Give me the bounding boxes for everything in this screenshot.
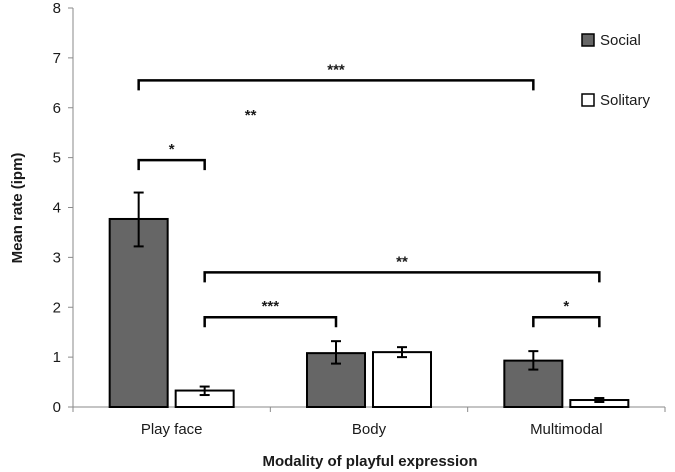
x-tick-label: Play face: [141, 421, 203, 438]
bar-solitary: [372, 351, 432, 409]
x-tick-label: Multimodal: [530, 421, 603, 438]
legend-label-solitary: Solitary: [600, 92, 651, 109]
significance-label: **: [396, 253, 408, 270]
legend-swatch-social: [581, 33, 595, 47]
significance-label: ***: [262, 298, 280, 315]
significance-bracket: [137, 158, 206, 171]
significance-brackets: *********** *: [137, 61, 601, 328]
y-tick-label: 0: [53, 399, 61, 416]
y-tick-label: 3: [53, 249, 61, 266]
y-tick-label: 4: [53, 200, 61, 217]
significance-label: ***: [327, 61, 345, 78]
y-tick-label: 6: [53, 100, 61, 117]
significance-label: **: [245, 107, 257, 124]
bar-social: [108, 217, 169, 408]
legend-swatch-solitary: [581, 93, 595, 107]
legend-label-social: Social: [600, 32, 641, 49]
x-axis-label: Modality of playful expression: [262, 453, 477, 470]
significance-label: *: [169, 141, 175, 158]
y-axis-title: Mean rate (ipm): [9, 153, 26, 264]
significance-label: *: [563, 298, 569, 315]
y-tick-label: 1: [53, 349, 61, 366]
legend: Social Solitary: [581, 32, 651, 109]
significance-bracket: [203, 271, 601, 283]
x-tick-label: Body: [352, 421, 387, 438]
y-tick-label: 5: [53, 150, 61, 167]
y-tick-label: 8: [53, 0, 61, 17]
y-tick-label: 2: [53, 299, 61, 316]
error-bars: [133, 191, 605, 404]
significance-bracket: [203, 315, 338, 328]
significance-bracket: [532, 315, 601, 328]
axes: 0 1 2 3 4 5 6 7 8 Play face Body Multimodal: [53, 0, 666, 438]
y-tick-label: 7: [53, 50, 61, 67]
y-axis-label: Mean rate (ipm): [9, 153, 26, 264]
significance-bracket: [137, 79, 535, 91]
bars: [108, 217, 630, 409]
